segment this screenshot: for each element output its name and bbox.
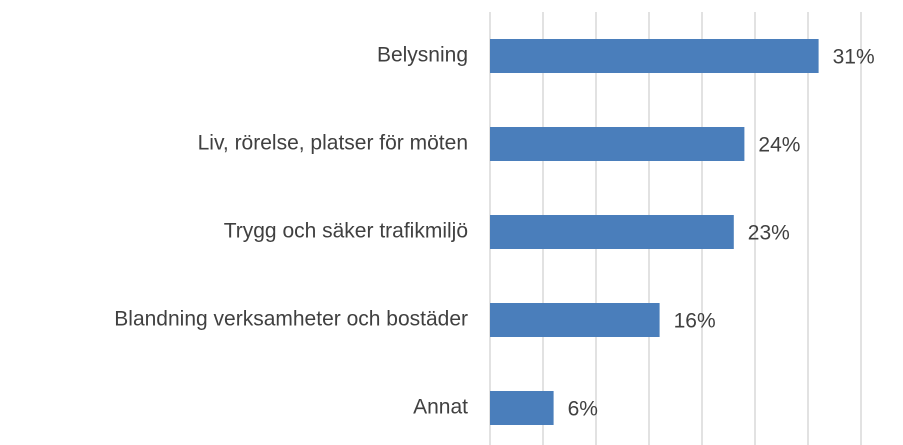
data-label: 24%	[758, 134, 800, 157]
data-label: 23%	[748, 222, 790, 245]
category-label: Annat	[413, 396, 468, 419]
bar	[490, 303, 660, 337]
bar	[490, 391, 554, 425]
category-label: Belysning	[377, 44, 468, 67]
data-label: 6%	[568, 398, 598, 421]
data-label: 16%	[674, 310, 716, 333]
category-label: Trygg och säker trafikmiljö	[224, 220, 468, 243]
category-label: Blandning verksamheter och bostäder	[114, 308, 468, 331]
bar	[490, 215, 734, 249]
data-label: 31%	[833, 46, 875, 69]
bar	[490, 39, 819, 73]
category-label: Liv, rörelse, platser för möten	[198, 132, 468, 155]
bar	[490, 127, 745, 161]
